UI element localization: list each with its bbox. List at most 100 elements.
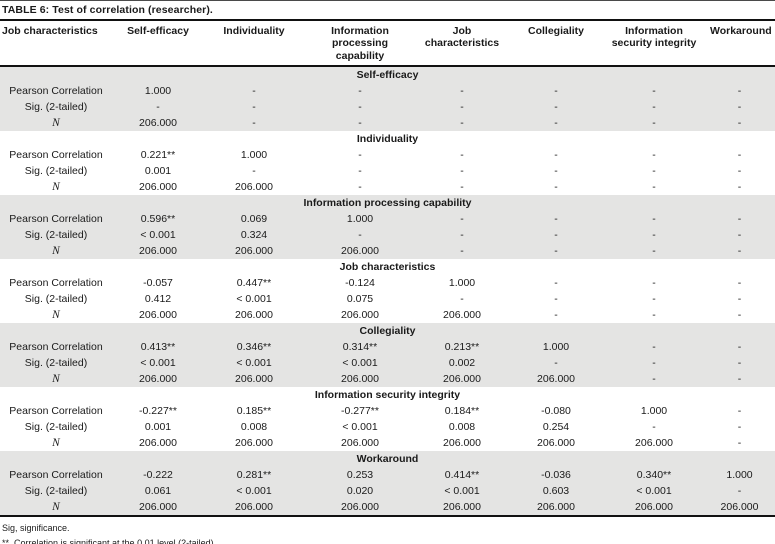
- row-label: Pearson Correlation: [9, 149, 103, 162]
- sig-value-cell: -: [652, 165, 656, 178]
- n-value-cell: 206.000: [112, 371, 204, 388]
- n-value-cell: 206.000: [235, 437, 273, 450]
- column-header-5: Collegiality: [508, 21, 604, 68]
- pearson-value-cell: -: [737, 277, 742, 290]
- row-label: N: [52, 437, 60, 450]
- row-label: N: [0, 243, 112, 260]
- row-label: Pearson Correlation: [0, 467, 112, 484]
- sig-value-cell: < 0.001: [204, 483, 304, 500]
- row-label: Pearson Correlation: [0, 339, 112, 356]
- column-header-row: Job characteristics Self-efficacy Individu…: [0, 21, 775, 68]
- pearson-correlation-row: Pearson Correlation 1.000- - - - - -: [0, 83, 775, 100]
- sig-value-cell: < 0.001: [304, 355, 416, 372]
- table-body: Self-efficacy Pearson Correlation 1.000- - -…: [0, 66, 775, 517]
- sig-value-cell: < 0.001: [112, 355, 204, 372]
- n-value-cell: 206.000: [443, 309, 481, 322]
- pearson-value-cell: -0.057: [143, 277, 173, 290]
- sig-value-cell: -: [737, 165, 742, 178]
- n-value-cell: -: [737, 181, 742, 194]
- section-name: Job characteristics: [339, 261, 436, 274]
- pearson-value-cell: -: [358, 149, 362, 162]
- n-value-cell: 206.000: [139, 181, 177, 194]
- n-value-cell: -: [704, 243, 775, 260]
- n-value-cell: 206.000: [508, 499, 604, 517]
- n-value-cell: -: [737, 309, 742, 322]
- n-value-cell: -: [508, 243, 604, 260]
- n-value-cell: -: [704, 371, 775, 388]
- sig-value-cell: < 0.001: [342, 421, 378, 434]
- n-value-cell: -: [416, 243, 508, 260]
- pearson-value-cell: 1.000: [304, 211, 416, 228]
- n-row: N 206.000 206.000 206.000 206.000 206.000- -: [0, 371, 775, 388]
- n-row: N 206.000 206.000 206.000- - - -: [0, 243, 775, 260]
- row-label: Pearson Correlation: [0, 83, 112, 100]
- pearson-value-cell: 1.000: [640, 405, 668, 418]
- n-value-cell: 206.000: [416, 499, 508, 517]
- row-label: N: [0, 371, 112, 388]
- sig-value-cell: 0.002: [416, 355, 508, 372]
- pearson-value-cell: 0.185**: [236, 405, 272, 418]
- n-value-cell: -: [737, 437, 742, 450]
- column-header-7: Workaround: [704, 21, 775, 68]
- sig-2-tailed-row: Sig. (2-tailed) 0.001 - - - - - -: [0, 163, 775, 179]
- pearson-value-cell: -0.124: [345, 277, 375, 290]
- pearson-value-cell: -: [304, 83, 416, 100]
- n-value-cell: 206.000: [604, 499, 704, 517]
- pearson-value-cell: 0.314**: [304, 339, 416, 356]
- row-label: Sig. (2-tailed): [0, 227, 112, 244]
- sig-value-cell: -: [737, 293, 742, 306]
- pearson-value-cell: -: [604, 211, 704, 228]
- n-value-cell: 206.000: [235, 309, 273, 322]
- sig-value-cell: -: [460, 165, 464, 178]
- pearson-value-cell: 1.000: [448, 277, 476, 290]
- section-name: Collegiality: [0, 323, 775, 340]
- sig-value-cell: -: [416, 227, 508, 244]
- sig-value-cell: -: [304, 227, 416, 244]
- pearson-value-cell: 0.414**: [416, 467, 508, 484]
- pearson-value-cell: 1.000: [508, 339, 604, 356]
- sig-value-cell: 0.001: [144, 421, 172, 434]
- pearson-value-cell: -: [737, 149, 742, 162]
- n-value-cell: 206.000: [341, 437, 379, 450]
- pearson-value-cell: 0.346**: [204, 339, 304, 356]
- section-header-row: Self-efficacy: [0, 66, 775, 84]
- pearson-value-cell: -: [554, 149, 558, 162]
- n-value-cell: 206.000: [304, 499, 416, 517]
- pearson-value-cell: -: [508, 211, 604, 228]
- pearson-correlation-row: Pearson Correlation -0.227** 0.185** -0.277…: [0, 403, 775, 419]
- sig-value-cell: 0.603: [508, 483, 604, 500]
- pearson-value-cell: -: [460, 149, 464, 162]
- section-header-row: Job characteristics: [0, 259, 775, 275]
- pearson-correlation-row: Pearson Correlation 0.596** 0.069 1.000- - - -: [0, 211, 775, 228]
- column-header-6: Information security integrity: [604, 21, 704, 68]
- pearson-value-cell: 0.253: [304, 467, 416, 484]
- sig-2-tailed-row: Sig. (2-tailed) 0.001 0.008 < 0.001 0.008 0.2…: [0, 419, 775, 435]
- n-value-cell: -: [604, 371, 704, 388]
- sig-value-cell: -: [704, 483, 775, 500]
- pearson-value-cell: -: [416, 83, 508, 100]
- table-footnotes: Sig, significance. **, Correlation is si…: [0, 517, 775, 544]
- pearson-value-cell: 0.221**: [140, 149, 176, 162]
- sig-value-cell: < 0.001: [204, 355, 304, 372]
- row-label: Pearson Correlation: [0, 211, 112, 228]
- pearson-value-cell: -0.227**: [139, 405, 177, 418]
- pearson-value-cell: 1.000: [112, 83, 204, 100]
- row-label: Pearson Correlation: [9, 277, 103, 290]
- n-value-cell: 206.000: [112, 499, 204, 517]
- sig-value-cell: -: [604, 355, 704, 372]
- sig-value-cell: -: [704, 355, 775, 372]
- sig-value-cell: 0.075: [346, 293, 374, 306]
- sig-value-cell: -: [554, 293, 558, 306]
- sig-value-cell: -: [508, 227, 604, 244]
- sig-value-cell: -: [704, 99, 775, 116]
- section-header-row: Individuality: [0, 131, 775, 147]
- n-value-cell: 206.000: [204, 499, 304, 517]
- sig-value-cell: 0.254: [542, 421, 570, 434]
- column-header-3: Information processing capability: [304, 21, 416, 68]
- pearson-value-cell: 1.000: [704, 467, 775, 484]
- sig-value-cell: < 0.001: [236, 293, 272, 306]
- column-header-1: Self-efficacy: [112, 21, 204, 68]
- pearson-value-cell: -: [737, 405, 742, 418]
- sig-value-cell: -: [704, 227, 775, 244]
- row-label: N: [0, 115, 112, 132]
